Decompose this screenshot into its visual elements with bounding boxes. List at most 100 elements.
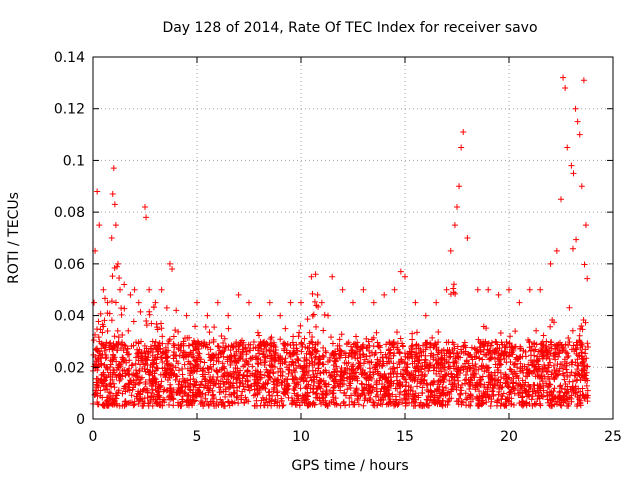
data-point bbox=[401, 350, 408, 357]
data-point bbox=[173, 307, 180, 314]
data-point bbox=[353, 385, 360, 392]
data-point bbox=[390, 341, 397, 348]
data-point bbox=[312, 341, 319, 348]
x-tick-label: 10 bbox=[292, 429, 310, 445]
data-point bbox=[174, 389, 181, 396]
data-point bbox=[362, 395, 369, 402]
data-point bbox=[394, 340, 401, 347]
data-point bbox=[272, 347, 279, 354]
data-point bbox=[309, 333, 316, 340]
data-point bbox=[307, 350, 314, 357]
data-point bbox=[402, 400, 409, 407]
data-point bbox=[187, 372, 194, 379]
data-point bbox=[419, 342, 426, 349]
data-point bbox=[377, 372, 384, 379]
y-tick-label: 0.06 bbox=[54, 257, 85, 273]
data-point bbox=[545, 399, 552, 406]
data-point bbox=[165, 366, 172, 373]
data-point bbox=[434, 394, 441, 401]
data-point bbox=[443, 350, 450, 357]
data-point bbox=[358, 380, 365, 387]
data-point bbox=[460, 128, 467, 135]
data-point bbox=[205, 389, 212, 396]
data-point bbox=[143, 214, 150, 221]
data-point bbox=[114, 327, 121, 334]
data-point bbox=[159, 340, 166, 347]
data-point bbox=[476, 388, 483, 395]
data-point bbox=[156, 384, 163, 391]
data-point bbox=[242, 394, 249, 401]
data-point bbox=[156, 340, 163, 347]
data-point bbox=[506, 286, 512, 293]
data-point bbox=[415, 367, 422, 374]
data-point bbox=[142, 353, 149, 360]
data-point bbox=[453, 360, 460, 367]
data-point bbox=[463, 357, 470, 364]
data-point bbox=[109, 191, 116, 198]
data-point bbox=[490, 392, 497, 399]
data-point bbox=[545, 383, 552, 390]
data-point bbox=[406, 355, 413, 362]
data-point bbox=[458, 144, 465, 151]
data-point bbox=[402, 376, 409, 383]
data-point bbox=[179, 371, 186, 378]
data-point bbox=[148, 320, 155, 327]
data-point bbox=[393, 373, 400, 380]
data-point bbox=[525, 369, 532, 376]
data-point bbox=[517, 368, 524, 375]
data-point bbox=[190, 389, 197, 396]
data-point bbox=[298, 348, 305, 355]
data-point bbox=[204, 312, 211, 319]
data-point bbox=[293, 341, 300, 348]
data-point bbox=[537, 385, 544, 392]
data-point bbox=[360, 387, 367, 394]
data-point bbox=[568, 162, 575, 169]
data-point bbox=[552, 370, 559, 377]
data-point bbox=[182, 383, 189, 390]
data-point bbox=[491, 369, 498, 376]
data-point bbox=[234, 393, 241, 400]
data-point bbox=[564, 386, 571, 393]
data-point bbox=[486, 347, 493, 354]
data-point bbox=[331, 369, 338, 376]
data-point bbox=[576, 332, 583, 339]
data-point bbox=[111, 333, 118, 340]
data-point bbox=[284, 385, 291, 392]
data-point bbox=[133, 367, 140, 374]
data-point bbox=[479, 356, 486, 363]
data-point bbox=[152, 376, 159, 383]
data-point bbox=[312, 271, 319, 278]
data-point bbox=[264, 368, 271, 375]
data-point bbox=[396, 382, 403, 389]
data-point bbox=[260, 381, 267, 388]
data-point bbox=[102, 386, 109, 393]
data-point bbox=[261, 372, 268, 379]
data-point bbox=[271, 352, 278, 359]
data-point bbox=[143, 322, 150, 329]
data-point bbox=[578, 349, 585, 356]
data-point bbox=[485, 286, 492, 293]
data-point bbox=[106, 389, 113, 396]
data-point bbox=[517, 345, 524, 352]
data-point bbox=[301, 335, 308, 342]
data-point bbox=[559, 370, 566, 377]
data-point bbox=[185, 358, 192, 365]
data-point bbox=[309, 312, 316, 319]
data-point bbox=[220, 340, 227, 347]
data-point bbox=[473, 370, 480, 377]
data-point bbox=[532, 401, 539, 408]
data-point bbox=[223, 342, 230, 349]
data-point bbox=[185, 402, 192, 409]
data-point bbox=[475, 366, 482, 373]
data-point bbox=[489, 388, 496, 395]
data-point bbox=[514, 364, 521, 371]
data-point bbox=[228, 358, 235, 365]
data-point bbox=[448, 386, 455, 393]
data-point bbox=[382, 388, 389, 395]
data-point bbox=[346, 382, 353, 389]
data-point bbox=[324, 358, 331, 365]
data-point bbox=[387, 396, 394, 403]
data-point bbox=[254, 360, 261, 367]
data-point bbox=[170, 340, 177, 347]
data-point bbox=[106, 340, 113, 347]
